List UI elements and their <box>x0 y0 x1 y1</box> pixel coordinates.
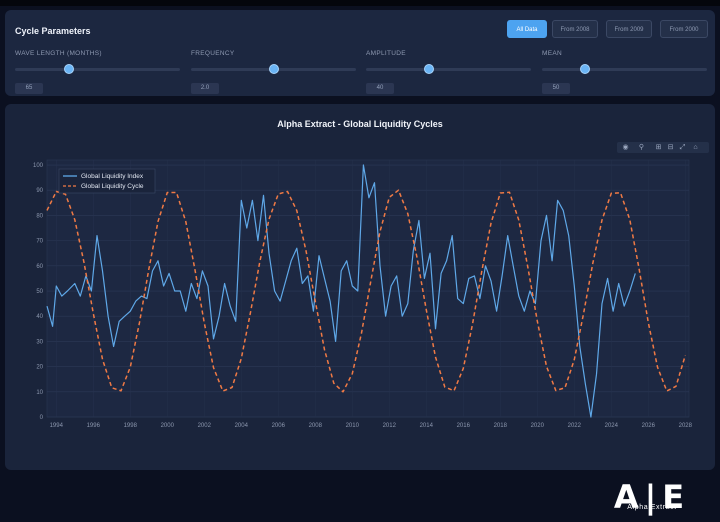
x-tick-label: 2002 <box>198 423 212 429</box>
x-tick-label: 2012 <box>383 423 397 429</box>
from-2009-button[interactable]: From 2009 <box>606 20 652 38</box>
zoom-out-icon[interactable]: ⊟ <box>667 144 674 151</box>
wave-length-track[interactable] <box>15 68 180 71</box>
zoom-icon[interactable]: ⚲ <box>638 144 645 151</box>
wave-length-thumb[interactable] <box>64 64 75 74</box>
amplitude-track[interactable] <box>366 68 531 71</box>
y-tick-label: 30 <box>36 339 43 345</box>
x-tick-label: 2000 <box>161 423 175 429</box>
zoom-in-icon[interactable]: ⊞ <box>655 144 662 151</box>
y-tick-label: 80 <box>36 213 43 219</box>
amplitude-value: 40 <box>366 83 394 94</box>
y-tick-label: 20 <box>36 365 43 371</box>
x-tick-label: 2026 <box>642 423 656 429</box>
autoscale-icon[interactable]: ⤢ <box>679 144 686 151</box>
x-tick-label: 2008 <box>309 423 323 429</box>
chart-panel: Alpha Extract - Global Liquidity Cycles … <box>5 104 715 513</box>
y-tick-label: 70 <box>36 239 43 245</box>
x-tick-label: 2006 <box>272 423 286 429</box>
alpha-extract-logo: A|E Alpha Extract <box>609 481 695 522</box>
frequency-slider: FREQUENCY 2.0 <box>191 50 356 94</box>
x-tick-label: 2010 <box>346 423 360 429</box>
frequency-thumb[interactable] <box>268 64 279 74</box>
legend-entry: Global Liquidity Cycle <box>81 183 144 190</box>
liquidity-chart[interactable]: 0 10 20 30 40 50 60 70 80 90 100 1994 1996 1998 2000 20… <box>5 104 715 470</box>
x-tick-label: 2014 <box>420 423 434 429</box>
all-data-button[interactable]: All Data <box>507 20 547 38</box>
liquidity-cycle-line <box>46 189 687 393</box>
x-tick-label: 2018 <box>494 423 508 429</box>
home-icon[interactable]: ⌂ <box>693 144 698 151</box>
mean-slider: MEAN 50 <box>542 50 707 94</box>
amplitude-slider: AMPLITUDE 40 <box>366 50 531 94</box>
mean-thumb[interactable] <box>579 64 590 74</box>
y-tick-label: 10 <box>36 390 43 396</box>
y-tick-label: 50 <box>36 289 43 295</box>
x-tick-label: 2022 <box>568 423 582 429</box>
from-2008-button[interactable]: From 2008 <box>552 20 598 38</box>
mean-track[interactable] <box>542 68 707 71</box>
wave-length-label: WAVE LENGTH (MONTHS) <box>15 50 102 57</box>
legend-box <box>58 168 156 194</box>
mean-value: 50 <box>542 83 570 94</box>
y-tick-label: 100 <box>33 163 44 169</box>
from-2000-button[interactable]: From 2000 <box>660 20 708 38</box>
mean-label: MEAN <box>542 50 562 57</box>
camera-icon[interactable]: ◉ <box>622 144 629 151</box>
y-tick-label: 40 <box>36 314 43 320</box>
amplitude-label: AMPLITUDE <box>366 50 406 57</box>
y-tick-label: 0 <box>40 415 44 421</box>
frequency-value: 2.0 <box>191 83 219 94</box>
wave-length-slider: WAVE LENGTH (MONTHS) 65 <box>15 50 180 94</box>
x-tick-label: 1996 <box>87 423 101 429</box>
x-tick-label: 2004 <box>235 423 249 429</box>
chart-title: Alpha Extract - Global Liquidity Cycles <box>277 119 443 129</box>
panel-title: Cycle Parameters <box>15 26 91 36</box>
amplitude-thumb[interactable] <box>423 64 434 74</box>
x-tick-label: 2016 <box>457 423 471 429</box>
x-tick-label: 2024 <box>605 423 619 429</box>
legend-entry: Global Liquidity Index <box>81 173 144 180</box>
liquidity-index-line <box>46 164 636 418</box>
x-tick-label: 2020 <box>531 423 545 429</box>
frequency-label: FREQUENCY <box>191 50 235 57</box>
top-bar <box>0 0 720 6</box>
x-tick-label: 1994 <box>50 423 64 429</box>
y-tick-label: 90 <box>36 188 43 194</box>
cycle-parameters-panel: Cycle Parameters All Data From 2008 From… <box>5 10 715 96</box>
plot-area <box>46 159 690 418</box>
y-tick-label: 60 <box>36 264 43 270</box>
x-tick-label: 2028 <box>679 423 693 429</box>
wave-length-value: 65 <box>15 83 43 94</box>
logo-text: Alpha Extract <box>627 504 677 511</box>
x-tick-label: 1998 <box>124 423 138 429</box>
chart-modebar: ◉ ⚲ ⊞ ⊟ ⤢ ⌂ <box>617 142 709 153</box>
